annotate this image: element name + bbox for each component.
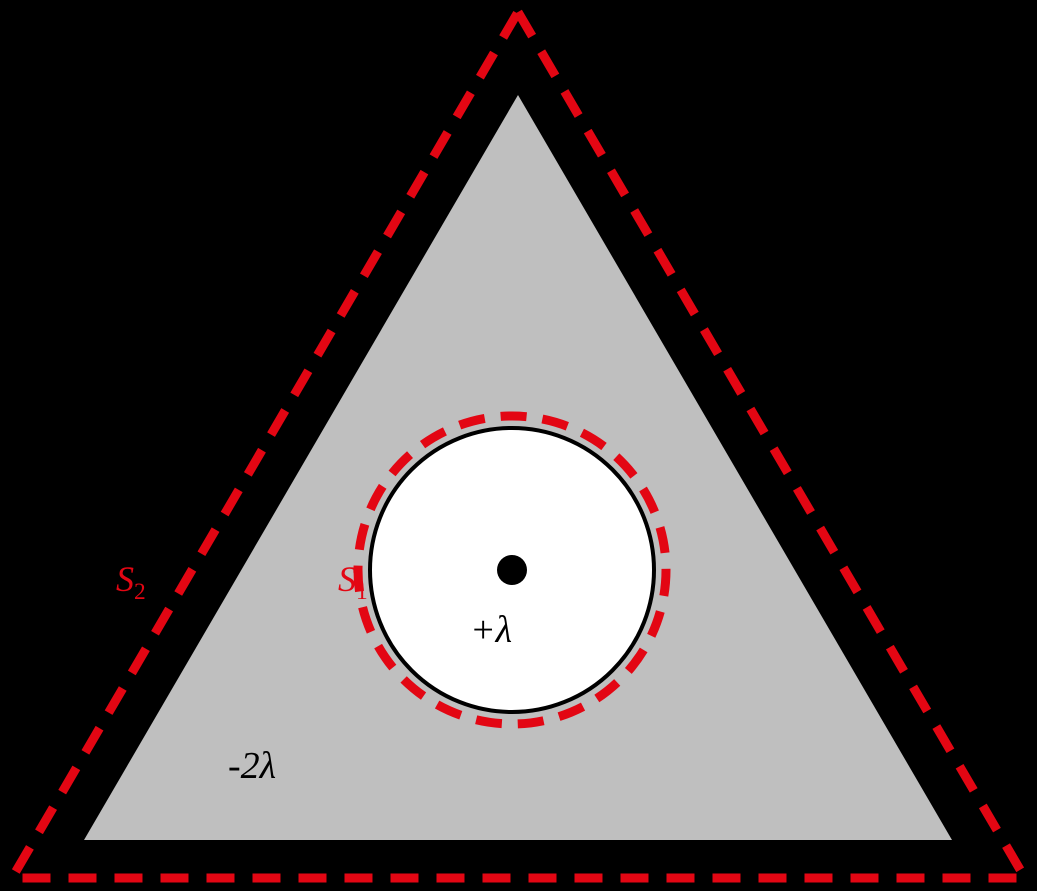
label-plus-lambda: +λ	[470, 608, 512, 652]
label-s1-main: S	[338, 559, 356, 599]
label-plus-lambda-text: +λ	[470, 609, 512, 651]
label-s1: S1	[338, 558, 368, 606]
center-dot	[497, 555, 527, 585]
label-s2: S2	[116, 558, 146, 606]
label-s2-sub: 2	[134, 579, 146, 605]
label-s2-main: S	[116, 559, 134, 599]
label-s1-sub: 1	[356, 579, 368, 605]
diagram-svg	[0, 0, 1037, 891]
label-minus-two-lambda-text: -2λ	[228, 745, 276, 787]
label-minus-two-lambda: -2λ	[228, 744, 276, 788]
